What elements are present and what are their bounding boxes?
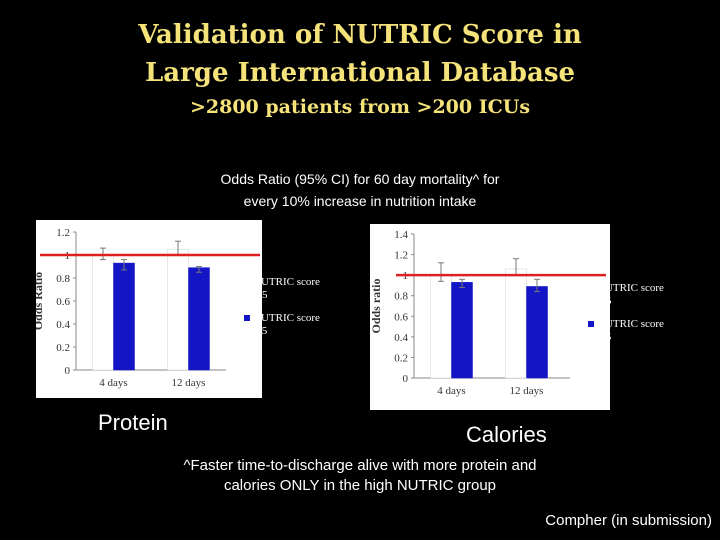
legend-swatch-high [244,315,250,321]
bar [92,254,114,371]
legend-swatch-low [588,285,594,291]
calories-label: Calories [466,422,547,447]
bar [526,286,548,379]
citation: Compher (in submission) [545,512,712,529]
y-axis-title: Odds ratio [370,278,383,333]
legend-text-high: NUTRIC score ≥ 5 [597,318,664,343]
slide-title-line2: Large International Database [144,58,576,88]
calories-legend: NUTRIC score < 5 NUTRIC score ≥ 5 [588,282,664,354]
x-tick-label: 12 days [172,377,206,389]
y-axis-title: Odds Ratio [36,272,45,330]
y-tick-label: 0 [403,373,409,385]
legend-swatch-high [588,321,594,327]
footnote: ^Faster time-to-discharge alive with mor… [130,456,590,496]
legend-text-high: NUTRIC score ≥ 5 [253,312,320,337]
bar [451,282,473,379]
y-tick-label: 0.4 [56,319,70,331]
y-tick-label: 0.2 [394,352,408,364]
y-tick-label: 0.2 [56,342,70,354]
y-tick-label: 1.2 [394,250,408,262]
slide-title-line1: Validation of NUTRIC Score in [138,20,582,50]
y-tick-label: 0.4 [394,332,408,344]
slide-subtitle: >2800 patients from >200 ICUs [189,96,531,118]
protein-legend: NUTRIC score < 5 NUTRIC score ≥ 5 [244,276,320,348]
y-tick-label: 1.4 [394,229,408,241]
y-tick-label: 0.8 [56,273,70,285]
legend-text-low: NUTRIC score < 5 [253,276,320,301]
bar [188,267,210,371]
bar [505,268,527,379]
y-tick-label: 1.2 [56,227,70,239]
chart-caption-line2: every 10% increase in nutrition intake [243,193,477,209]
x-tick-label: 4 days [437,385,465,397]
legend-item-low: NUTRIC score < 5 [244,276,320,302]
footnote-line2: calories ONLY in the high NUTRIC group [223,477,497,494]
legend-item-high: NUTRIC score ≥ 5 [244,312,320,338]
bar [167,249,189,371]
x-tick-label: 4 days [99,377,127,389]
y-tick-label: 0.6 [56,296,70,308]
legend-text-low: NUTRIC score < 5 [597,282,664,307]
y-tick-label: 0 [65,365,71,377]
legend-item-high: NUTRIC score ≥ 5 [588,318,664,344]
legend-swatch-low [244,279,250,285]
legend-item-low: NUTRIC score < 5 [588,282,664,308]
y-tick-label: 0.6 [394,311,408,323]
chart-caption-line1: Odds Ratio (95% CI) for 60 day mortality… [220,171,500,187]
protein-label: Protein [98,410,168,435]
x-tick-label: 12 days [510,385,544,397]
bar [113,262,135,371]
bar [430,274,452,379]
y-tick-label: 0.8 [394,291,408,303]
footnote-line1: ^Faster time-to-discharge alive with mor… [183,457,537,474]
